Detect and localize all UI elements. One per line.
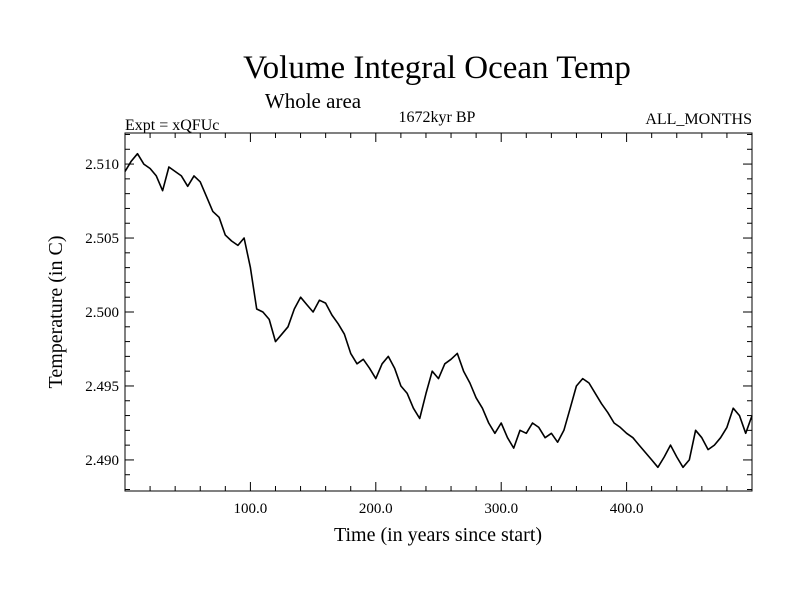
y-axis: 2.490 2.495 2.500 2.505 2.510 bbox=[85, 133, 752, 491]
months-label: ALL_MONTHS bbox=[645, 111, 752, 128]
period-label: 1672kyr BP bbox=[399, 109, 476, 126]
y-tick-label: 2.495 bbox=[85, 379, 119, 395]
y-tick-label: 2.500 bbox=[85, 305, 119, 321]
x-tick-label: 400.0 bbox=[610, 501, 644, 517]
y-axis-label: Temperature (in C) bbox=[45, 236, 67, 389]
plot-area-frame bbox=[124, 132, 753, 492]
x-tick-label: 300.0 bbox=[484, 501, 518, 517]
y-tick-label: 2.490 bbox=[85, 453, 119, 469]
x-tick-label: 100.0 bbox=[234, 501, 268, 517]
experiment-label: Expt = xQFUc bbox=[125, 117, 219, 134]
chart-subtitle: Whole area bbox=[265, 89, 362, 113]
y-tick-label: 2.505 bbox=[85, 231, 119, 247]
x-axis: 100.0 200.0 300.0 400.0 bbox=[149, 133, 728, 517]
chart-title: Volume Integral Ocean Temp bbox=[243, 50, 631, 86]
y-tick-label: 2.510 bbox=[85, 157, 119, 173]
x-tick-label: 200.0 bbox=[359, 501, 393, 517]
series-line bbox=[124, 152, 753, 469]
x-axis-label: Time (in years since start) bbox=[334, 524, 542, 546]
